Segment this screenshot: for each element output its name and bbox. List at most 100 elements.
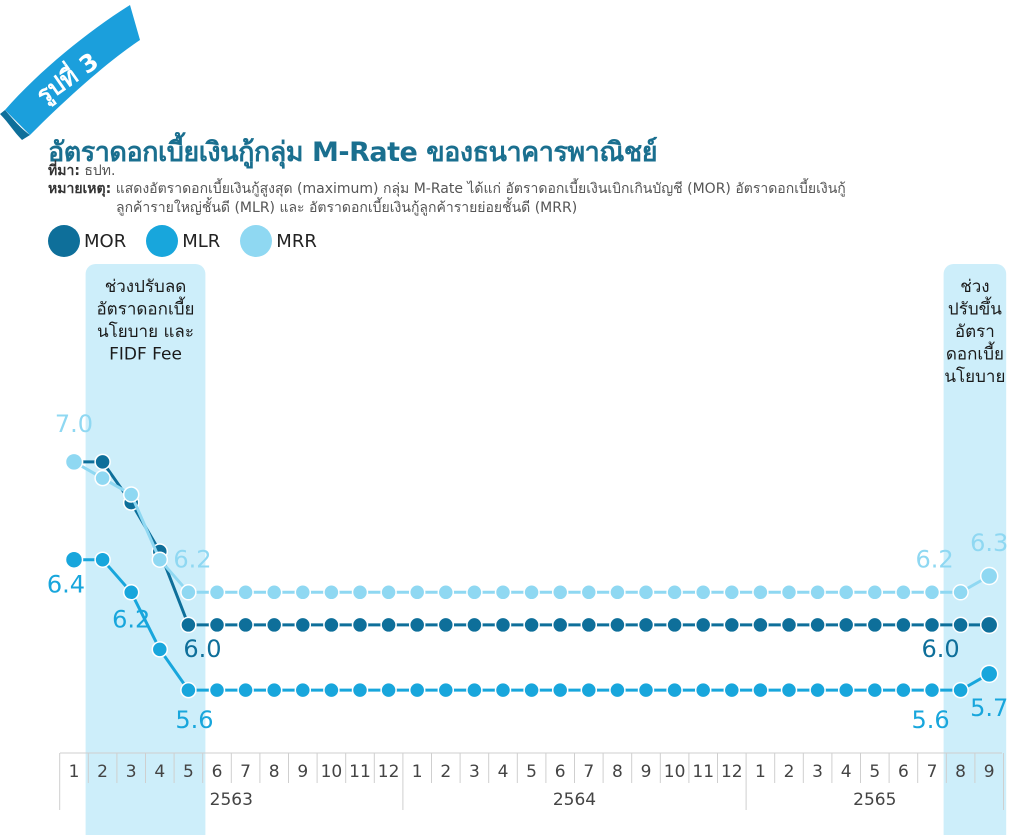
data-point-mor bbox=[208, 616, 226, 634]
legend-marker-mrr bbox=[240, 225, 273, 257]
data-point-mor bbox=[895, 616, 912, 634]
x-tick-label: 5 bbox=[526, 762, 537, 782]
data-point-mrr bbox=[752, 584, 769, 601]
shaded-period-label: อัตรา bbox=[955, 322, 995, 342]
x-tick-label: 8 bbox=[955, 762, 966, 782]
x-tick-label: 3 bbox=[469, 762, 480, 782]
data-point-mor bbox=[551, 616, 569, 634]
x-tick-label: 12 bbox=[721, 762, 743, 782]
data-point-mor bbox=[666, 616, 683, 634]
data-label-mlr: 6.2 bbox=[112, 605, 150, 633]
figure-badge: รูปที่ 3 bbox=[0, 5, 140, 140]
data-point-mor bbox=[637, 616, 655, 634]
year-label: 2565 bbox=[853, 790, 896, 810]
data-point-mrr bbox=[952, 584, 969, 601]
source-label: ที่มา: bbox=[48, 163, 80, 179]
source-text: ธปท. bbox=[84, 163, 116, 179]
badge-ribbon bbox=[5, 5, 140, 135]
data-point-mor bbox=[694, 616, 712, 634]
data-label-mrr: 6.2 bbox=[916, 545, 954, 573]
data-point-mrr bbox=[351, 584, 369, 601]
data-point-mlr bbox=[494, 681, 512, 699]
data-point-mlr bbox=[208, 681, 226, 699]
x-tick-label: 1 bbox=[69, 762, 80, 782]
data-point-mrr bbox=[408, 584, 426, 601]
x-tick-label: 3 bbox=[812, 762, 823, 782]
x-tick-label: 11 bbox=[692, 762, 714, 782]
data-point-mor bbox=[237, 616, 254, 634]
data-point-mor bbox=[923, 616, 941, 634]
shaded-period-label: ช่วง bbox=[960, 277, 989, 297]
data-point-mlr bbox=[923, 681, 941, 699]
legend-label-mlr: MLR bbox=[182, 230, 221, 252]
data-point-mlr bbox=[780, 681, 798, 699]
series-lines bbox=[64, 452, 999, 699]
x-tick-label: 1 bbox=[755, 762, 766, 782]
note: หมายเหตุ: แสดงอัตราดอกเบี้ยเงินกู้สูงสุด… bbox=[48, 180, 948, 218]
shaded-period-label: FIDF Fee bbox=[109, 345, 182, 365]
badge-ribbon-fold bbox=[0, 110, 30, 140]
data-point-mrr bbox=[637, 584, 655, 601]
data-point-mrr bbox=[694, 584, 712, 601]
data-point-mlr bbox=[408, 681, 426, 699]
note-line-1: แสดงอัตราดอกเบี้ยเงินกู้สูงสุด (maximum)… bbox=[115, 181, 846, 197]
data-label-mor: 6.0 bbox=[922, 635, 960, 663]
year-label: 2563 bbox=[210, 790, 253, 810]
shaded-period-label: นโยบาย bbox=[944, 366, 1005, 387]
data-point-mlr bbox=[122, 584, 140, 601]
data-point-mlr bbox=[752, 681, 769, 699]
note-line-2: ลูกค้ารายใหญ่ชั้นดี (MLR) และ อัตราดอกเบ… bbox=[116, 200, 578, 216]
data-point-mrr bbox=[666, 584, 683, 601]
data-point-mor bbox=[523, 616, 540, 634]
data-point-mlr bbox=[809, 681, 826, 699]
data-point-mlr bbox=[94, 551, 111, 568]
legend-item-mor: MOR bbox=[48, 225, 126, 257]
x-tick-label: 6 bbox=[898, 762, 909, 782]
data-point-mor bbox=[780, 616, 798, 634]
legend: MOR MLR MRR bbox=[48, 225, 337, 257]
year-label: 2564 bbox=[553, 790, 596, 810]
x-tick-label: 9 bbox=[984, 762, 995, 782]
shaded-period-0 bbox=[85, 264, 206, 835]
x-tick-label: 8 bbox=[612, 762, 623, 782]
x-tick-label: 3 bbox=[126, 762, 137, 782]
data-point-mlr bbox=[294, 681, 312, 699]
data-label-mrr: 6.3 bbox=[970, 529, 1008, 557]
data-point-mor bbox=[952, 616, 969, 634]
data-point-mor bbox=[979, 615, 999, 635]
data-point-mrr bbox=[265, 584, 283, 601]
data-point-mrr bbox=[466, 584, 483, 601]
x-tick-label: 7 bbox=[583, 762, 594, 782]
data-point-mrr bbox=[294, 584, 312, 601]
note-label: หมายเหตุ: bbox=[48, 181, 112, 197]
data-point-mlr bbox=[637, 681, 655, 699]
x-tick-label: 9 bbox=[297, 762, 308, 782]
data-point-mlr bbox=[523, 681, 540, 699]
x-tick-label: 6 bbox=[212, 762, 223, 782]
data-point-mrr bbox=[780, 584, 798, 601]
source-line: ที่มา: ธปท. bbox=[48, 160, 116, 182]
data-point-mrr bbox=[237, 584, 254, 601]
data-point-mlr bbox=[979, 664, 999, 684]
data-label-mor: 6.0 bbox=[183, 635, 221, 663]
data-point-mor bbox=[494, 616, 512, 634]
x-tick-label: 4 bbox=[841, 762, 852, 782]
data-point-mor bbox=[466, 616, 483, 634]
data-point-mor bbox=[351, 616, 369, 634]
legend-label-mrr: MRR bbox=[276, 230, 317, 252]
x-tick-label: 11 bbox=[349, 762, 371, 782]
legend-marker-mor bbox=[48, 225, 80, 257]
data-point-mrr bbox=[180, 584, 197, 601]
data-point-mor bbox=[837, 616, 855, 634]
data-point-mlr bbox=[265, 681, 283, 699]
data-point-mor bbox=[94, 453, 111, 471]
data-point-mrr bbox=[523, 584, 540, 601]
x-axis: 1 2 3 4 5 6 7 8 9 10 11 12 1 2 3 4 5 6 7 8 9 10 11 12 1 2 3 4 5 6 7 8 92… bbox=[59, 752, 1004, 810]
data-point-mor bbox=[380, 616, 397, 634]
data-point-mrr bbox=[122, 486, 140, 503]
data-point-mor bbox=[866, 616, 884, 634]
data-label-mrr: 7.0 bbox=[55, 410, 93, 438]
